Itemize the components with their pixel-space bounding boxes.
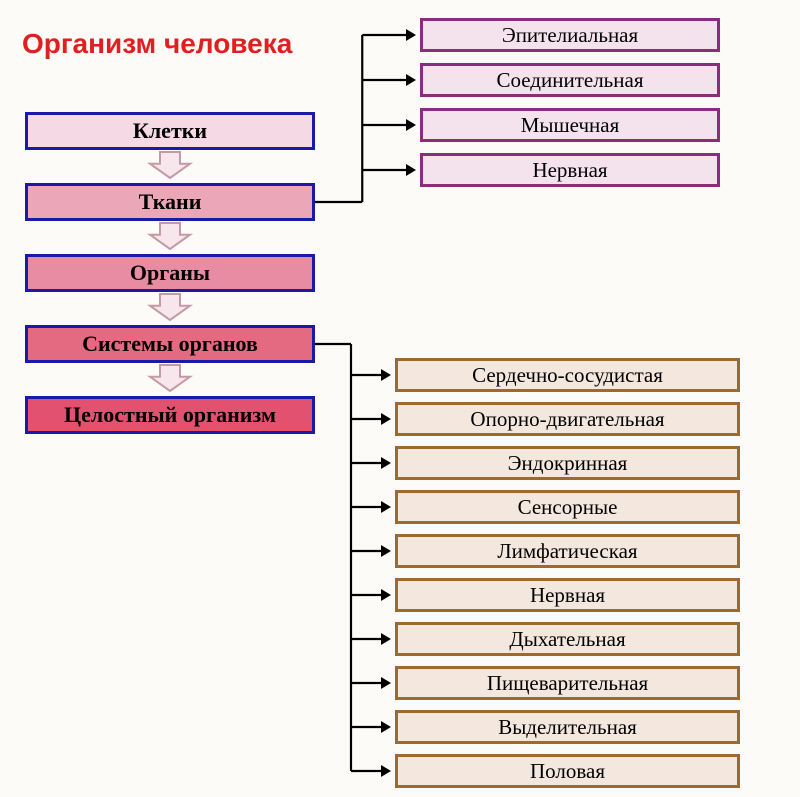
system-box: Дыхательная	[395, 622, 740, 656]
hierarchy-box: Системы органов	[25, 325, 315, 363]
tissue-box: Соединительная	[420, 63, 720, 97]
system-box: Опорно-двигательная	[395, 402, 740, 436]
tissue-box: Мышечная	[420, 108, 720, 142]
down-arrow-icon	[150, 223, 190, 249]
hierarchy-box: Органы	[25, 254, 315, 292]
hierarchy-box: Клетки	[25, 112, 315, 150]
down-arrow-icon	[150, 365, 190, 391]
hierarchy-box: Ткани	[25, 183, 315, 221]
system-box: Сенсорные	[395, 490, 740, 524]
hierarchy-box: Целостный организм	[25, 396, 315, 434]
tissue-box: Эпителиальная	[420, 18, 720, 52]
system-box: Нервная	[395, 578, 740, 612]
system-box: Сердечно-сосудистая	[395, 358, 740, 392]
system-box: Пищеварительная	[395, 666, 740, 700]
down-arrow-icon	[150, 152, 190, 178]
system-box: Эндокринная	[395, 446, 740, 480]
system-box: Лимфатическая	[395, 534, 740, 568]
tissue-box: Нервная	[420, 153, 720, 187]
diagram-title: Организм человека	[22, 28, 292, 60]
system-box: Половая	[395, 754, 740, 788]
system-box: Выделительная	[395, 710, 740, 744]
down-arrow-icon	[150, 294, 190, 320]
